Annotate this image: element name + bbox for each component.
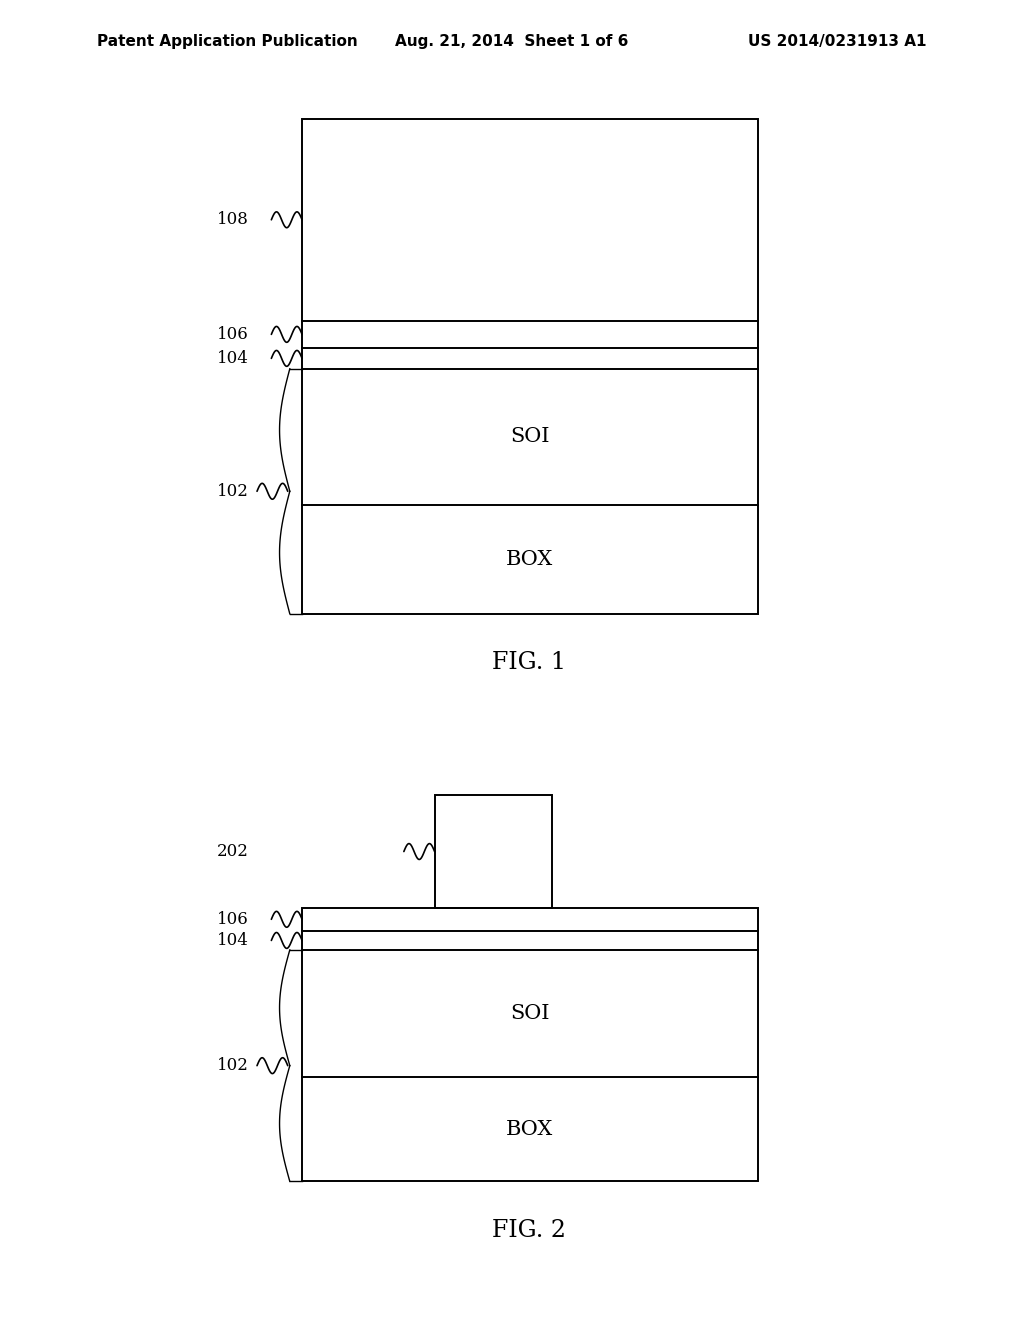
Text: FIG. 2: FIG. 2 — [493, 1218, 566, 1242]
Text: SOI: SOI — [510, 428, 550, 446]
Bar — [434, 796, 552, 908]
Text: Aug. 21, 2014  Sheet 1 of 6: Aug. 21, 2014 Sheet 1 of 6 — [395, 34, 629, 49]
Text: Patent Application Publication: Patent Application Publication — [97, 34, 358, 49]
Text: SOI: SOI — [510, 1003, 550, 1023]
Text: 202: 202 — [217, 843, 249, 861]
Text: US 2014/0231913 A1: US 2014/0231913 A1 — [749, 34, 927, 49]
Text: 106: 106 — [217, 326, 249, 343]
Bar — [302, 908, 758, 1181]
Bar — [302, 119, 758, 614]
Text: 104: 104 — [217, 350, 249, 367]
Text: 104: 104 — [217, 932, 249, 949]
Text: 106: 106 — [217, 911, 249, 928]
Text: 102: 102 — [217, 483, 249, 500]
Text: FIG. 1: FIG. 1 — [493, 651, 566, 675]
Text: BOX: BOX — [506, 1119, 554, 1139]
Text: BOX: BOX — [506, 550, 554, 569]
Text: 102: 102 — [217, 1057, 249, 1074]
Text: 108: 108 — [217, 211, 249, 228]
